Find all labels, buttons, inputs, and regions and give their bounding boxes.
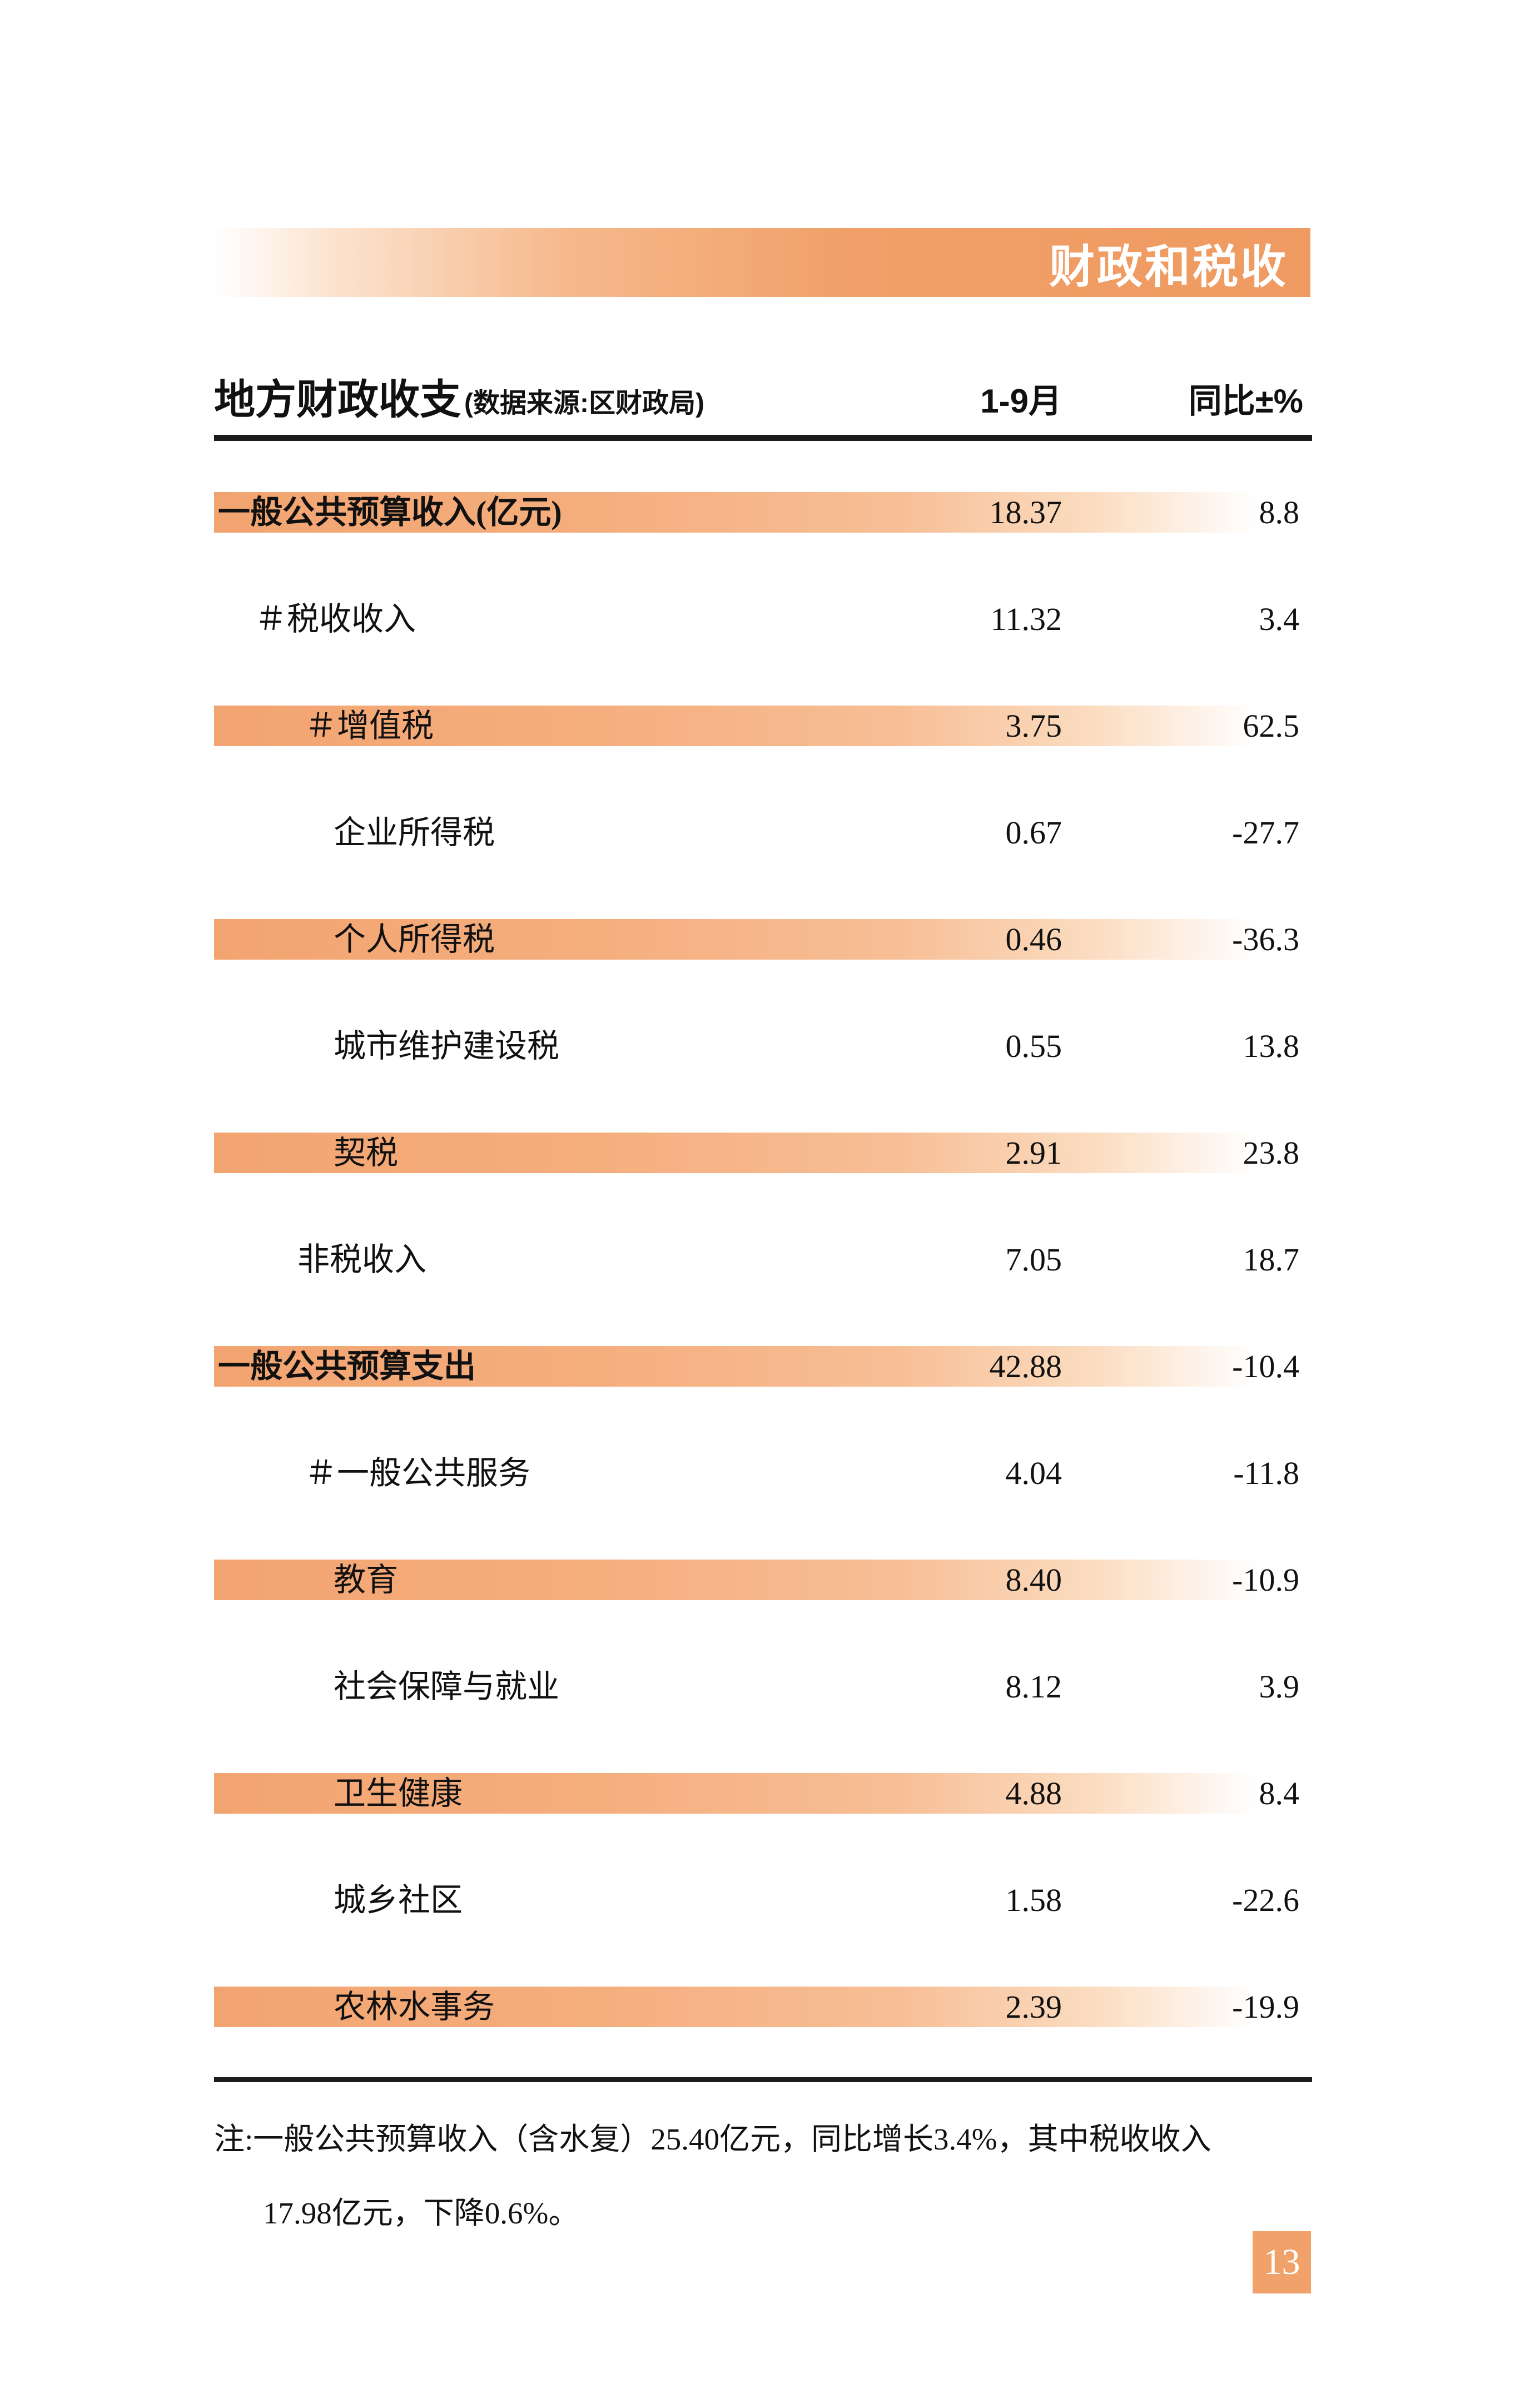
row-value-period: 18.37 xyxy=(989,494,1062,530)
column-header-period: 1-9月 xyxy=(980,383,1062,420)
table-row: 教育 8.40 -10.9 xyxy=(214,1560,1312,1600)
row-label: ＃税收收入 xyxy=(255,600,416,637)
row-value-yoy: -10.9 xyxy=(1232,1561,1299,1598)
table-row: 契税 2.91 23.8 xyxy=(214,1133,1312,1173)
page-number: 13 xyxy=(1263,2242,1300,2282)
table-row: 社会保障与就业 8.12 3.9 xyxy=(214,1666,1312,1707)
table-row: 非税收入 7.05 18.7 xyxy=(214,1239,1312,1280)
table-row: 城市维护建设税 0.55 13.8 xyxy=(214,1026,1312,1066)
table-top-rule xyxy=(214,435,1312,441)
row-label: 农林水事务 xyxy=(334,1988,495,2025)
table-row: 城乡社区 1.58 -22.6 xyxy=(214,1880,1312,1920)
table-row: 个人所得税 0.46 -36.3 xyxy=(214,919,1312,960)
row-value-period: 2.91 xyxy=(1005,1134,1062,1171)
column-header-yoy: 同比±% xyxy=(1188,383,1303,420)
row-value-yoy: 18.7 xyxy=(1243,1241,1300,1278)
table-title: 地方财政收支 xyxy=(214,376,461,423)
row-label: ＃增值税 xyxy=(305,707,434,744)
row-value-yoy: -19.9 xyxy=(1232,1988,1299,2025)
row-label: 非税收入 xyxy=(297,1241,427,1278)
row-value-yoy: -10.4 xyxy=(1232,1348,1299,1384)
row-value-yoy: 13.8 xyxy=(1243,1027,1300,1064)
row-value-yoy: 3.9 xyxy=(1259,1668,1300,1705)
row-label: 企业所得税 xyxy=(334,814,495,851)
row-label: 契税 xyxy=(334,1134,399,1171)
row-value-period: 4.88 xyxy=(1005,1775,1062,1811)
row-value-yoy: 23.8 xyxy=(1243,1134,1300,1171)
page-number-badge: 13 xyxy=(1253,2231,1311,2293)
table-row: 一般公共预算支出 42.88 -10.4 xyxy=(214,1346,1312,1387)
table-bottom-rule xyxy=(214,2077,1312,2082)
row-value-yoy: 8.8 xyxy=(1259,494,1300,530)
table-row: ＃一般公共服务 4.04 -11.8 xyxy=(214,1453,1312,1493)
row-value-yoy: -11.8 xyxy=(1233,1454,1299,1491)
row-value-period: 1.58 xyxy=(1005,1881,1062,1918)
row-value-period: 8.40 xyxy=(1005,1561,1062,1598)
row-value-period: 42.88 xyxy=(989,1348,1062,1384)
row-value-period: 4.04 xyxy=(1005,1454,1062,1491)
section-header-band: 财政和税收 xyxy=(214,228,1310,297)
footnote: 注:一般公共预算收入（含水复）25.40亿元，同比增长3.4%，其中税收收入 1… xyxy=(214,2124,1332,2228)
section-title: 财政和税收 xyxy=(1049,241,1288,292)
row-label: 卫生健康 xyxy=(334,1775,463,1811)
row-value-period: 3.75 xyxy=(1005,707,1062,744)
table-row: 农林水事务 2.39 -19.9 xyxy=(214,1987,1312,2027)
row-label: 一般公共预算支出 xyxy=(218,1348,476,1384)
row-label: 社会保障与就业 xyxy=(334,1668,560,1705)
row-value-period: 0.46 xyxy=(1005,921,1062,957)
row-value-yoy: -22.6 xyxy=(1232,1881,1299,1918)
table-row: ＃税收收入 11.32 3.4 xyxy=(214,599,1312,639)
table-row: 一般公共预算收入(亿元) 18.37 8.8 xyxy=(214,492,1312,533)
row-label: 一般公共预算收入(亿元) xyxy=(218,494,562,530)
table-row: 企业所得税 0.67 -27.7 xyxy=(214,812,1312,853)
row-value-period: 8.12 xyxy=(1005,1668,1062,1705)
table-row: ＃增值税 3.75 62.5 xyxy=(214,706,1312,746)
row-label: ＃一般公共服务 xyxy=(305,1454,531,1491)
row-value-yoy: 62.5 xyxy=(1243,707,1300,744)
row-value-yoy: -36.3 xyxy=(1232,921,1299,957)
footnote-line-2: 17.98亿元，下降0.6%。 xyxy=(263,2196,579,2230)
row-value-yoy: 3.4 xyxy=(1259,600,1300,637)
data-source-note: (数据来源:区财政局) xyxy=(464,389,704,418)
row-label: 个人所得税 xyxy=(334,921,495,957)
row-value-yoy: -27.7 xyxy=(1232,814,1299,851)
row-value-yoy: 8.4 xyxy=(1259,1775,1300,1811)
row-value-period: 7.05 xyxy=(1005,1241,1062,1278)
footnote-line-1: 注:一般公共预算收入（含水复）25.40亿元，同比增长3.4%，其中税收收入 xyxy=(214,2122,1211,2156)
row-value-period: 11.32 xyxy=(990,600,1062,637)
row-label: 城乡社区 xyxy=(334,1881,463,1918)
row-value-period: 2.39 xyxy=(1005,1988,1062,2025)
row-value-period: 0.67 xyxy=(1005,814,1062,851)
table-title-row: 地方财政收支 (数据来源:区财政局) 1-9月 同比±% xyxy=(214,356,1312,424)
table-body: 一般公共预算收入(亿元) 18.37 8.8 ＃税收收入 11.32 3.4 ＃增值税 3.7… xyxy=(214,492,1312,2093)
row-label: 教育 xyxy=(334,1561,399,1598)
table-row: 卫生健康 4.88 8.4 xyxy=(214,1773,1312,1814)
row-value-period: 0.55 xyxy=(1005,1027,1062,1064)
row-label: 城市维护建设税 xyxy=(334,1027,560,1064)
